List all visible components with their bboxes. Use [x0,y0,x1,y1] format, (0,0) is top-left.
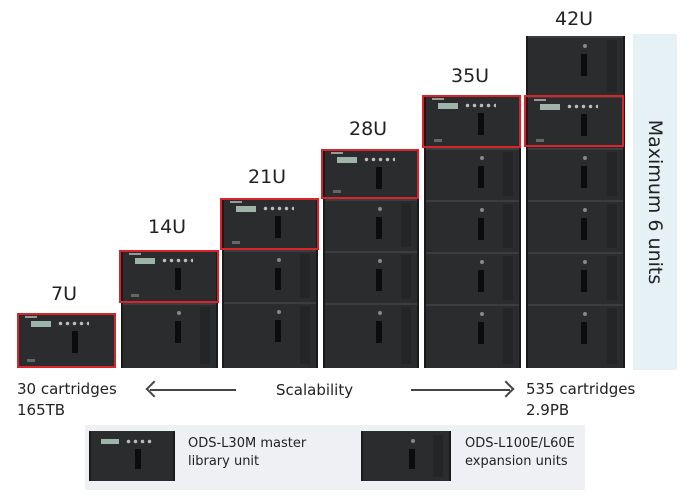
expansion-unit [424,252,521,304]
expansion-unit [121,303,218,368]
arrow-right-icon [411,389,510,391]
expansion-unit [526,36,625,96]
legend: ODS-L30M master library unit ODS-L100E/L… [85,425,585,490]
master-library-unit [222,198,318,250]
legend-master-line2: library unit [188,454,260,469]
expansion-unit [526,304,625,368]
expansion-unit [526,252,625,304]
expansion-unit [222,302,318,368]
stack-7u [17,313,116,368]
expansion-unit [424,304,521,368]
expansion-unit [424,148,521,200]
master-library-unit [323,149,419,199]
height-label-35u: 35U [451,65,490,87]
min-capacity-size: 165TB [17,401,66,419]
stack-35u [424,95,521,368]
stack-14u [121,250,218,368]
expansion-unit [323,199,419,251]
expansion-unit [222,250,318,302]
master-library-unit [526,96,625,148]
master-library-unit [17,313,116,368]
stack-42u [526,36,625,368]
height-label-42u: 42U [555,8,594,30]
scalability-label: Scalability [276,381,354,399]
height-label-14u: 14U [148,216,187,238]
height-label-21u: 21U [248,166,287,188]
height-label-7u: 7U [51,283,77,305]
expansion-unit [323,251,419,303]
arrow-left-icon [150,389,236,391]
master-library-unit [121,250,218,303]
stack-28u [323,149,419,368]
expansion-unit [424,200,521,252]
master-library-unit [424,95,521,148]
expansion-unit [526,200,625,252]
min-capacity-cartridges: 30 cartridges [17,380,117,398]
max-units-band [633,34,677,370]
height-label-28u: 28U [349,118,388,140]
master-unit-thumbnail [89,431,175,481]
legend-expansion-line2: expansion units [465,454,568,469]
stack-21u [222,198,318,368]
max-capacity-size: 2.9PB [526,401,570,419]
expansion-unit-thumbnail [361,431,451,481]
max-capacity-cartridges: 535 cartridges [526,380,636,398]
expansion-unit [323,303,419,368]
max-units-label: Maximum 6 units [644,119,666,285]
legend-master-line1: ODS-L30M master [188,436,307,451]
expansion-unit [526,148,625,200]
legend-expansion-line1: ODS-L100E/L60E [465,436,575,451]
